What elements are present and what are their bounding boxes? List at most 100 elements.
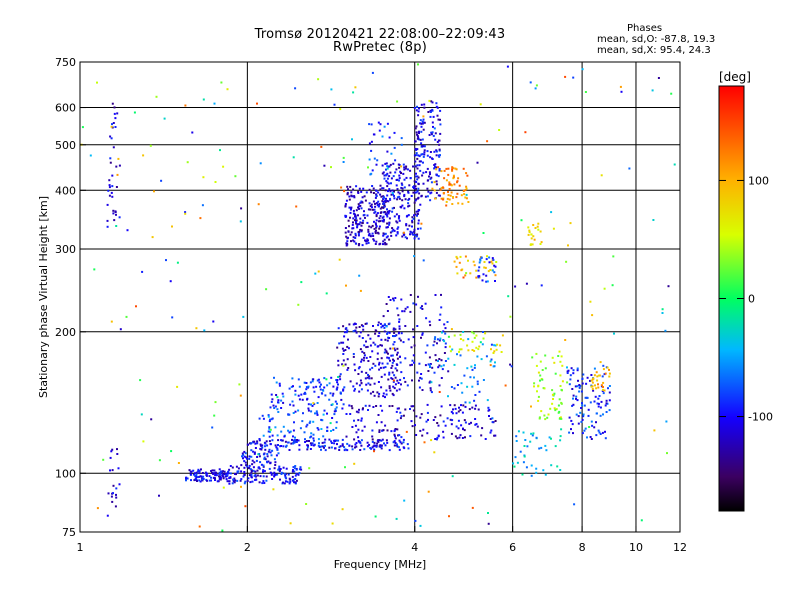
echo-point bbox=[347, 219, 350, 222]
echo-point bbox=[261, 482, 264, 485]
echo-point bbox=[411, 225, 413, 228]
echo-point bbox=[379, 446, 382, 448]
echo-point bbox=[398, 192, 401, 195]
echo-point bbox=[481, 279, 484, 282]
echo-point bbox=[379, 322, 382, 325]
echo-point bbox=[176, 261, 179, 264]
echo-point bbox=[386, 429, 389, 432]
echo-point bbox=[350, 191, 353, 194]
echo-point bbox=[430, 133, 433, 136]
echo-point bbox=[434, 165, 436, 168]
echo-point bbox=[416, 167, 419, 170]
echo-point bbox=[467, 201, 470, 203]
echo-point bbox=[286, 480, 289, 483]
echo-point bbox=[345, 413, 348, 415]
echo-point bbox=[406, 214, 409, 217]
echo-point bbox=[613, 332, 615, 335]
echo-point bbox=[581, 402, 583, 405]
echo-point bbox=[374, 332, 377, 335]
echo-point bbox=[360, 419, 363, 422]
echo-point bbox=[570, 419, 573, 422]
echo-point bbox=[392, 327, 395, 330]
echo-point bbox=[428, 175, 430, 178]
echo-point bbox=[423, 153, 426, 156]
echo-point bbox=[392, 385, 395, 388]
echo-point bbox=[442, 186, 444, 189]
echo-point bbox=[319, 388, 322, 391]
echo-point bbox=[485, 258, 488, 261]
echo-point bbox=[393, 190, 395, 193]
echo-point bbox=[456, 257, 459, 260]
echo-point bbox=[381, 206, 383, 209]
echo-point bbox=[307, 409, 310, 412]
echo-point bbox=[357, 411, 360, 414]
echo-point bbox=[382, 243, 384, 246]
echo-point bbox=[374, 205, 377, 208]
echo-point bbox=[438, 194, 441, 197]
echo-point bbox=[439, 414, 442, 417]
echo-point bbox=[203, 329, 206, 332]
echo-point bbox=[387, 200, 390, 203]
echo-point bbox=[404, 198, 407, 201]
echo-point bbox=[419, 169, 422, 172]
echo-point bbox=[393, 387, 396, 390]
echo-point bbox=[409, 294, 412, 296]
echo-point bbox=[262, 434, 265, 437]
echo-point bbox=[498, 129, 501, 131]
echo-point bbox=[381, 164, 384, 167]
echo-point bbox=[158, 459, 161, 462]
echo-point bbox=[263, 456, 266, 459]
echo-point bbox=[235, 465, 238, 468]
echo-point bbox=[244, 461, 247, 464]
echo-point bbox=[354, 388, 356, 391]
echo-point bbox=[346, 185, 349, 188]
echo-point bbox=[532, 224, 535, 226]
echo-point bbox=[331, 403, 334, 406]
echo-point bbox=[515, 440, 518, 442]
echo-point bbox=[400, 172, 402, 174]
echo-point bbox=[385, 351, 388, 354]
echo-point bbox=[267, 460, 270, 463]
echo-point bbox=[447, 173, 450, 176]
echo-point bbox=[396, 445, 399, 448]
echo-point bbox=[271, 398, 274, 401]
echo-point bbox=[379, 220, 382, 223]
echo-point bbox=[437, 118, 440, 121]
echo-point bbox=[363, 210, 365, 213]
y-tick-label: 200 bbox=[55, 326, 76, 339]
echo-point bbox=[376, 358, 379, 361]
echo-point bbox=[422, 118, 425, 121]
echo-point bbox=[381, 344, 383, 347]
echo-point bbox=[222, 477, 225, 480]
echo-point bbox=[582, 373, 585, 376]
echo-point bbox=[112, 209, 115, 212]
echo-point bbox=[374, 230, 377, 233]
echo-point bbox=[652, 219, 655, 221]
echo-point bbox=[370, 447, 373, 450]
echo-point bbox=[387, 296, 390, 298]
echo-point bbox=[330, 440, 333, 443]
echo-point bbox=[396, 232, 399, 235]
echo-point bbox=[421, 144, 424, 147]
echo-point bbox=[364, 322, 367, 325]
echo-point bbox=[442, 420, 445, 423]
echo-point bbox=[400, 182, 403, 185]
echo-point bbox=[451, 169, 454, 172]
echo-point bbox=[272, 404, 275, 407]
echo-point bbox=[346, 449, 349, 452]
echo-point bbox=[449, 350, 452, 353]
echo-point bbox=[429, 380, 432, 383]
echo-point bbox=[346, 368, 349, 371]
echo-point bbox=[381, 409, 384, 412]
echo-point bbox=[198, 472, 201, 475]
echo-point bbox=[382, 240, 385, 243]
echo-point bbox=[407, 205, 410, 208]
echo-point bbox=[514, 285, 517, 288]
echo-point bbox=[190, 470, 193, 473]
echo-point bbox=[278, 382, 281, 385]
echo-point bbox=[307, 385, 310, 388]
echo-point bbox=[341, 407, 344, 410]
echo-point bbox=[222, 470, 224, 473]
echo-point bbox=[481, 343, 484, 346]
